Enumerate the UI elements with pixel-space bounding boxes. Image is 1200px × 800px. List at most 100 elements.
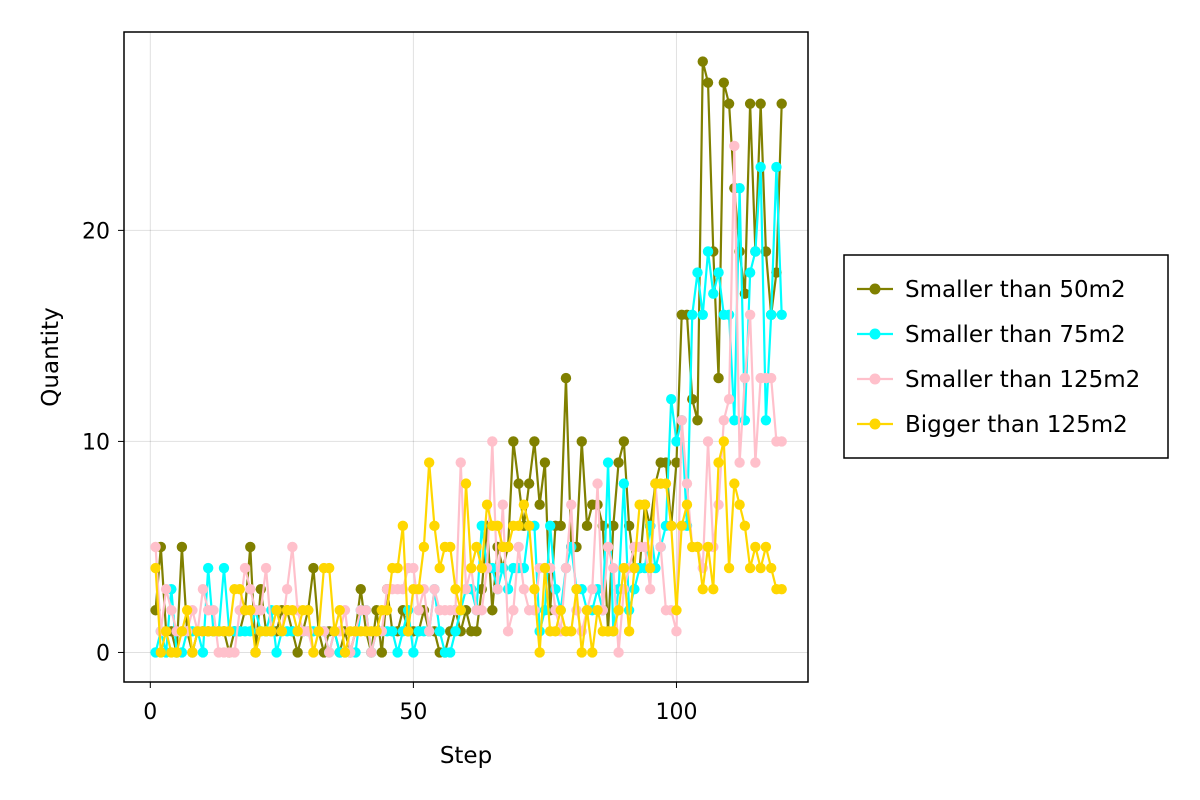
data-point xyxy=(776,583,787,595)
data-point xyxy=(713,267,724,278)
data-point xyxy=(218,562,230,574)
data-point xyxy=(644,583,656,595)
data-point xyxy=(613,605,624,616)
legend-frame xyxy=(843,254,1169,459)
data-point xyxy=(245,605,256,616)
data-point xyxy=(776,309,787,320)
data-point xyxy=(776,436,787,447)
data-point xyxy=(755,98,766,109)
data-point xyxy=(245,541,256,553)
data-point xyxy=(460,583,472,595)
data-point xyxy=(592,605,603,616)
data-point xyxy=(760,415,772,426)
y-axis-ticks: 0 10 20 xyxy=(82,219,124,666)
data-point xyxy=(181,605,193,616)
data-point xyxy=(397,520,409,532)
data-point xyxy=(418,541,430,553)
data-point xyxy=(197,647,209,658)
data-point xyxy=(381,605,393,616)
data-point xyxy=(702,541,714,553)
data-point xyxy=(687,309,698,320)
data-point xyxy=(697,583,708,595)
data-point xyxy=(502,541,514,553)
data-point xyxy=(681,478,693,489)
data-point xyxy=(324,647,335,658)
data-point xyxy=(608,562,619,574)
data-point xyxy=(523,478,535,489)
data-point xyxy=(434,626,445,637)
data-point xyxy=(445,541,456,553)
data-point xyxy=(529,436,540,447)
data-point xyxy=(376,647,388,658)
data-point xyxy=(539,457,551,468)
data-point xyxy=(671,457,682,468)
data-point xyxy=(176,626,188,637)
data-point xyxy=(697,309,708,320)
data-point xyxy=(518,499,530,510)
data-point xyxy=(697,56,708,67)
data-point xyxy=(776,98,787,109)
data-point xyxy=(681,499,693,510)
data-point xyxy=(560,372,572,384)
data-point xyxy=(329,626,340,637)
data-point xyxy=(571,583,582,595)
data-point xyxy=(292,647,303,658)
data-point xyxy=(308,647,319,658)
y-tick-label: 10 xyxy=(82,430,110,455)
data-point xyxy=(734,182,745,194)
data-point xyxy=(408,647,419,658)
data-point xyxy=(602,541,614,553)
data-point xyxy=(334,605,345,616)
data-point xyxy=(592,478,603,489)
legend-label: Bigger than 125m2 xyxy=(905,412,1128,438)
data-point xyxy=(150,562,161,574)
data-point xyxy=(487,436,498,447)
data-point xyxy=(750,246,761,257)
data-point xyxy=(402,626,414,637)
data-point xyxy=(744,98,756,109)
data-point xyxy=(560,562,572,574)
data-point xyxy=(487,605,498,616)
data-point xyxy=(287,541,298,553)
data-point xyxy=(729,140,740,152)
data-point xyxy=(302,605,314,616)
data-point xyxy=(655,541,666,553)
data-point xyxy=(250,647,261,658)
data-point xyxy=(271,647,282,658)
x-axis-label: Step xyxy=(440,743,492,769)
data-point xyxy=(729,415,740,426)
data-point xyxy=(197,583,209,595)
data-point xyxy=(529,583,540,595)
data-point xyxy=(734,457,745,468)
data-point xyxy=(208,605,219,616)
data-point xyxy=(739,520,751,532)
data-point xyxy=(666,394,677,405)
data-point xyxy=(150,541,161,553)
data-point xyxy=(623,626,635,637)
data-point xyxy=(392,562,403,574)
data-point xyxy=(723,98,735,109)
x-tick-label: 100 xyxy=(655,700,697,725)
data-point xyxy=(160,626,172,637)
data-point xyxy=(676,520,687,532)
data-point xyxy=(202,562,214,574)
data-point xyxy=(508,605,519,616)
data-point xyxy=(587,583,598,595)
data-point xyxy=(413,605,424,616)
data-point xyxy=(539,562,551,574)
data-point xyxy=(692,541,703,553)
legend-swatch-marker xyxy=(869,328,881,340)
data-point xyxy=(744,267,756,278)
data-point xyxy=(276,626,288,637)
data-point xyxy=(702,246,714,257)
data-point xyxy=(423,626,435,637)
data-point xyxy=(771,161,782,173)
data-point xyxy=(618,562,630,574)
data-point xyxy=(550,626,561,637)
data-point xyxy=(713,457,724,468)
data-point xyxy=(187,647,198,658)
data-point xyxy=(455,605,466,616)
legend-label: Smaller than 50m2 xyxy=(905,277,1126,303)
data-point xyxy=(744,309,756,320)
